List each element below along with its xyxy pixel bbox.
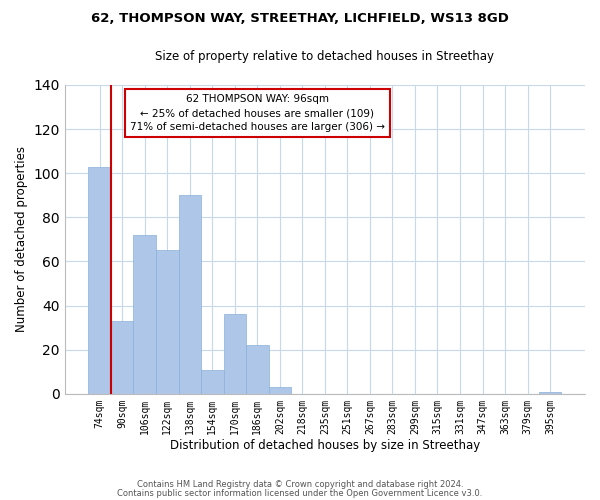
Bar [269, 387, 291, 394]
Bar [156, 250, 179, 394]
Text: 62 THOMPSON WAY: 96sqm
← 25% of detached houses are smaller (109)
71% of semi-de: 62 THOMPSON WAY: 96sqm ← 25% of detached… [130, 94, 385, 132]
Y-axis label: Number of detached properties: Number of detached properties [15, 146, 28, 332]
Text: Contains public sector information licensed under the Open Government Licence v3: Contains public sector information licen… [118, 488, 482, 498]
Bar [246, 346, 269, 394]
Bar [133, 235, 156, 394]
Bar [111, 321, 133, 394]
Text: Contains HM Land Registry data © Crown copyright and database right 2024.: Contains HM Land Registry data © Crown c… [137, 480, 463, 489]
Bar [201, 370, 224, 394]
X-axis label: Distribution of detached houses by size in Streethay: Distribution of detached houses by size … [170, 440, 480, 452]
Bar [179, 196, 201, 394]
Bar [539, 392, 562, 394]
Bar [224, 314, 246, 394]
Title: Size of property relative to detached houses in Streethay: Size of property relative to detached ho… [155, 50, 494, 63]
Text: 62, THOMPSON WAY, STREETHAY, LICHFIELD, WS13 8GD: 62, THOMPSON WAY, STREETHAY, LICHFIELD, … [91, 12, 509, 26]
Bar [88, 166, 111, 394]
